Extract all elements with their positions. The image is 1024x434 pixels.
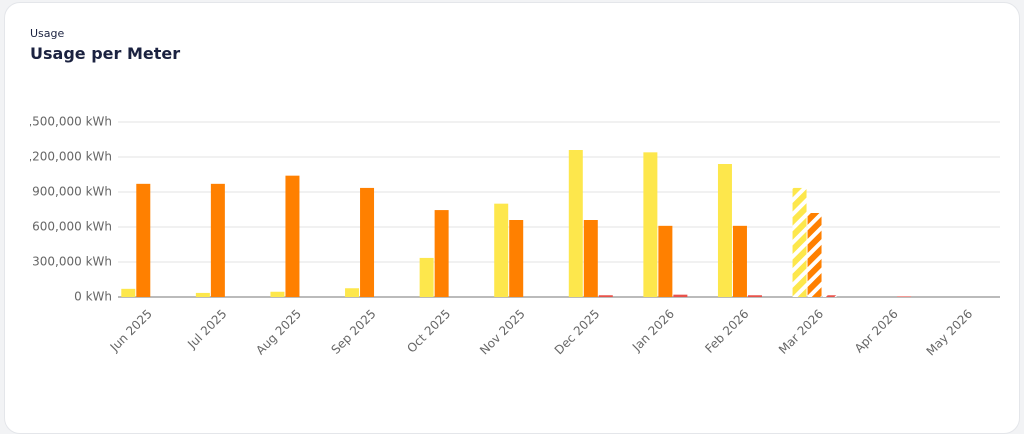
bar — [658, 225, 673, 297]
bar — [419, 257, 434, 297]
bar — [195, 292, 210, 297]
x-tick-label: Aug 2025 — [253, 307, 304, 358]
x-tick-label: Dec 2025 — [552, 307, 603, 358]
bar — [210, 183, 225, 297]
bar — [434, 210, 449, 297]
bar — [643, 152, 658, 297]
x-tick-label: Jul 2025 — [184, 307, 229, 352]
bar — [360, 187, 375, 297]
bar — [673, 294, 688, 297]
section-label: Usage — [30, 27, 65, 40]
chart: 0 kWh 300,000 kWh 600,000 kWh 900,000 kWh 1,… — [21, 115, 1000, 359]
x-tick-label: May 2026 — [924, 307, 976, 359]
plot: 0 kWh 300,000 kWh 600,000 kWh 900,000 kWh 1,… — [21, 115, 1000, 359]
bar — [285, 175, 300, 297]
bar — [494, 203, 509, 297]
y-tick-label: 600,000 kWh — [32, 220, 112, 234]
x-tick-label: Apr 2026 — [852, 307, 901, 356]
bar — [121, 288, 136, 297]
bar — [732, 225, 747, 297]
x-tick-label: Nov 2025 — [477, 307, 528, 358]
bar — [270, 291, 285, 297]
x-tick-label: Oct 2025 — [404, 307, 453, 356]
y-tick-label: 1,500,000 kWh — [21, 115, 112, 129]
bar — [583, 220, 598, 297]
card: Usage Usage per Meter — [4, 2, 1020, 434]
bar — [747, 295, 762, 297]
bar — [136, 183, 151, 297]
bar — [807, 213, 822, 297]
x-tick-label: Feb 2026 — [702, 307, 751, 356]
bar — [598, 295, 613, 297]
bar — [568, 150, 583, 297]
bar — [897, 296, 912, 297]
bar — [822, 295, 837, 297]
x-tick-label: Sep 2025 — [328, 307, 378, 357]
y-tick-label: 1,200,000 kWh — [21, 150, 112, 164]
page: Usage Usage per Meter 0 kWh 300,000 kWh 60… — [4, 2, 1020, 434]
bar — [792, 187, 807, 297]
chart-title: Usage per Meter — [30, 44, 181, 63]
bar — [345, 288, 360, 297]
bar — [509, 220, 524, 297]
x-tick-label: Mar 2026 — [776, 307, 826, 357]
y-tick-label: 0 kWh — [74, 290, 112, 304]
bar — [717, 164, 732, 297]
x-tick-label: Jan 2026 — [629, 307, 677, 355]
y-tick-label: 300,000 kWh — [32, 255, 112, 269]
y-tick-label: 900,000 kWh — [32, 185, 112, 199]
x-tick-label: Jun 2025 — [107, 307, 155, 355]
